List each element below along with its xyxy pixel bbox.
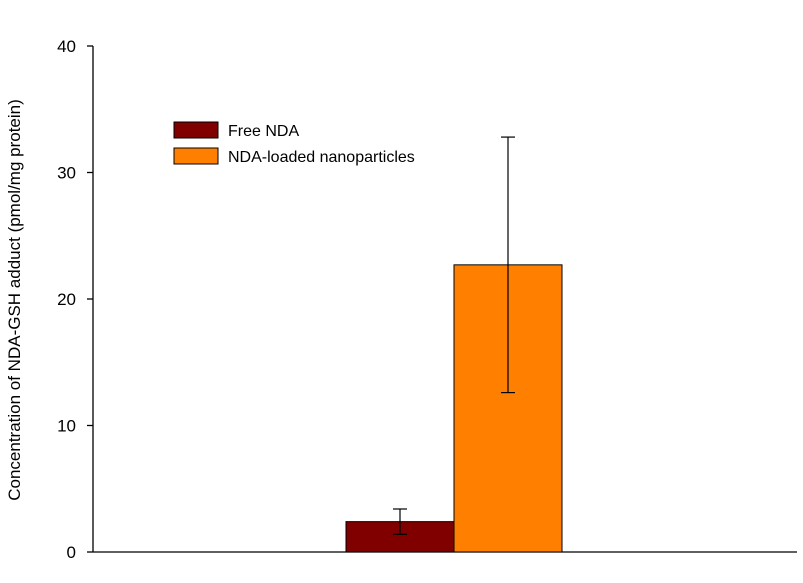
- y-tick-label: 40: [57, 37, 76, 56]
- y-tick-label: 10: [57, 417, 76, 436]
- bars: [345, 264, 563, 553]
- y-tick-label: 0: [67, 543, 76, 562]
- legend-swatch: [173, 147, 219, 165]
- legend-swatch: [173, 121, 219, 139]
- y-axis-ticks: 0 10 20 30 40: [57, 37, 93, 562]
- error-bars: [393, 136, 515, 535]
- legend: Free NDA NDA-loaded nanoparticles: [173, 121, 415, 166]
- y-tick-label: 30: [57, 164, 76, 183]
- y-axis-label: Concentration of NDA-GSH adduct (pmol/mg…: [5, 99, 24, 501]
- y-tick-label: 20: [57, 290, 76, 309]
- legend-label: NDA-loaded nanoparticles: [228, 149, 415, 166]
- legend-label: Free NDA: [228, 123, 299, 140]
